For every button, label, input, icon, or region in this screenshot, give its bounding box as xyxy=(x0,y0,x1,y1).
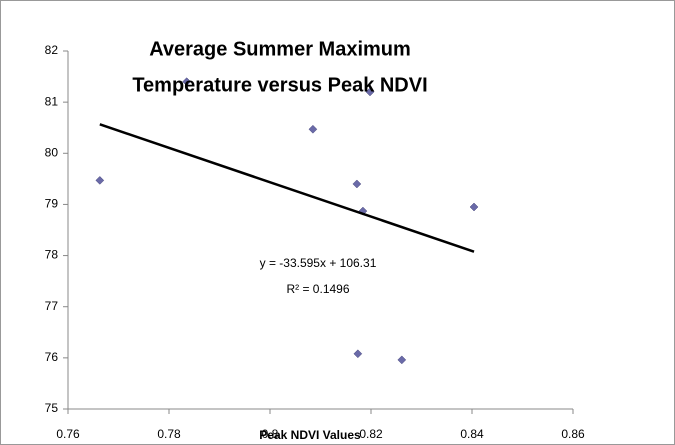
x-tick-label: 0.76 xyxy=(56,427,80,441)
y-tick-label: 76 xyxy=(45,350,59,364)
chart-title: Temperature versus Peak NDVI xyxy=(132,74,427,96)
trendline-equation: y = -33.595x + 106.31 xyxy=(260,256,377,270)
point xyxy=(353,349,363,359)
y-tick-label: 78 xyxy=(45,248,59,262)
y-tick-label: 81 xyxy=(45,94,59,108)
y-tick-label: 80 xyxy=(45,145,59,159)
point xyxy=(397,355,407,365)
y-tick-label: 77 xyxy=(45,299,59,313)
x-tick-label: 0.84 xyxy=(460,427,484,441)
trendline xyxy=(99,123,475,253)
point xyxy=(352,179,362,189)
y-tick-label: 79 xyxy=(45,197,59,211)
trendline-r-squared: R² = 0.1496 xyxy=(286,282,349,296)
x-tick-label: 0.86 xyxy=(561,427,585,441)
point xyxy=(308,124,318,134)
x-tick-label: 0.82 xyxy=(359,427,383,441)
x-tick-label: 0.8 xyxy=(262,427,279,441)
x-tick-label: 0.78 xyxy=(157,427,181,441)
chart-title: Average Summer Maximum xyxy=(149,38,411,60)
point xyxy=(182,77,192,87)
y-tick-label: 75 xyxy=(45,401,59,415)
y-tick-label: 82 xyxy=(45,43,59,57)
point xyxy=(95,176,105,185)
point xyxy=(469,202,479,212)
point xyxy=(365,87,375,97)
x-axis-label: Peak NDVI Values xyxy=(259,428,361,442)
